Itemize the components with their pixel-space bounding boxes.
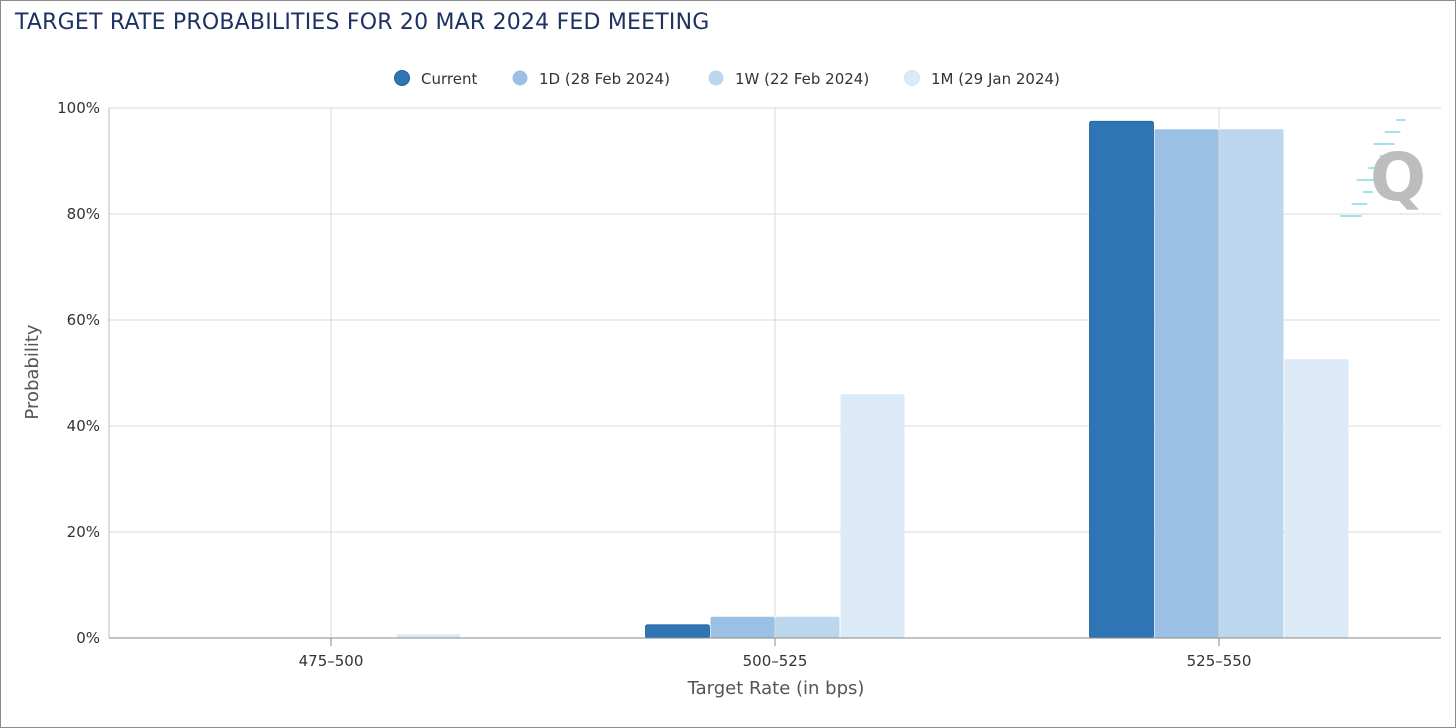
legend: Current 1D (28 Feb 2024) 1W (22 Feb 2024) 1… [394,70,1060,88]
y-tick-label: 20% [67,523,100,541]
bar-1m-500-525[interactable] [840,394,905,638]
y-tick-label: 40% [67,417,100,435]
legend-swatch [512,70,528,86]
legend-label: 1W (22 Feb 2024) [735,70,869,88]
bars-group [396,120,1349,639]
chart-title: TARGET RATE PROBABILITIES FOR 20 MAR 202… [15,10,710,35]
y-axis-title: Probability [22,324,43,419]
legend-label: Current [421,70,477,88]
legend-label: 1D (28 Feb 2024) [539,70,670,88]
legend-swatch [904,70,920,86]
legend-item[interactable]: Current [394,70,478,88]
bar-1w-500-525[interactable] [775,616,840,638]
bar-1d-525-550[interactable] [1154,129,1219,638]
y-tick-label: 0% [76,629,100,647]
y-tick-label: 80% [67,205,100,223]
bar-1m-475-500[interactable] [396,634,461,638]
x-axis-title: Target Rate (in bps) [687,678,865,699]
legend-item[interactable]: 1W (22 Feb 2024) [708,70,870,88]
legend-label: 1M (29 Jan 2024) [931,70,1060,88]
bar-1m-525-550[interactable] [1284,359,1349,638]
x-tick-label: 525–550 [1187,652,1252,670]
legend-swatch [394,70,410,86]
y-tick-label: 100% [57,99,100,117]
logo-q-letter: Q [1370,139,1426,216]
bar-current-500-525[interactable] [645,624,710,639]
bar-current-525-550[interactable] [1089,120,1154,639]
bar-1w-525-550[interactable] [1219,129,1284,638]
watermark-logo: Q [1340,119,1426,217]
x-tick-label: 500–525 [743,652,808,670]
legend-item[interactable]: 1D (28 Feb 2024) [512,70,670,88]
axes-group: 0% 20% 40% 60% 80% 100% 475–500 500–525 525–550 [57,99,1441,670]
legend-item[interactable]: 1M (29 Jan 2024) [904,70,1060,88]
grid-lines [109,107,1441,639]
x-tick-label: 475–500 [299,652,364,670]
y-tick-label: 60% [67,311,100,329]
bar-1d-500-525[interactable] [710,616,775,638]
legend-swatch [708,70,724,86]
